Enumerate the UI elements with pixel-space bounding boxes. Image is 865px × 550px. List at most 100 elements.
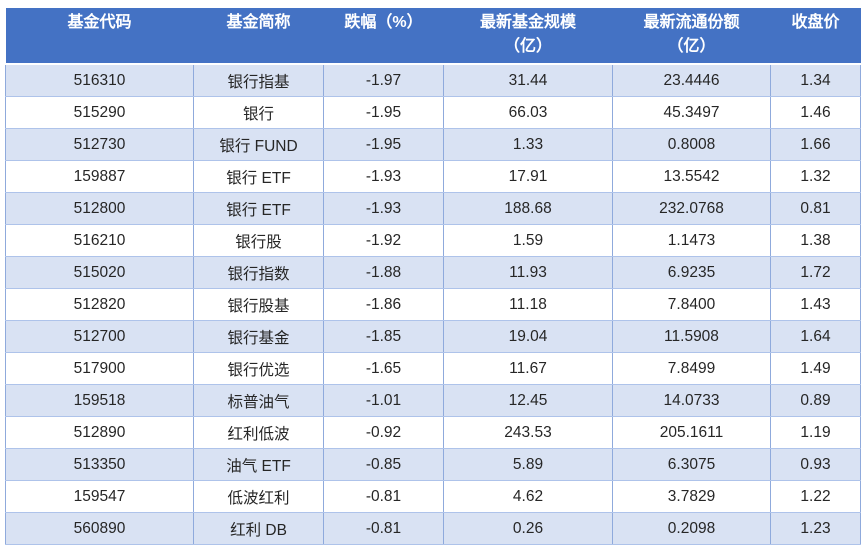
table-cell: 6.9235: [612, 256, 771, 289]
table-cell: 1.38: [770, 224, 861, 257]
table-cell: -0.92: [323, 416, 444, 449]
table-body: 516310 银行指基 -1.97 31.44 23.4446 1.34 515290 银行 -…: [5, 63, 861, 545]
table-cell: -0.85: [323, 448, 444, 481]
table-cell: -1.95: [323, 128, 444, 161]
column-header-line: 收盘价: [791, 14, 840, 31]
column-header: 最新基金规模 （亿）: [443, 8, 613, 65]
table-cell: 159518: [5, 384, 194, 417]
table-cell: 11.5908: [612, 320, 771, 353]
table-cell: 512890: [5, 416, 194, 449]
table-cell: -0.81: [323, 512, 444, 545]
table-cell: 205.1611: [612, 416, 771, 449]
table-cell: 11.93: [443, 256, 613, 289]
column-header-line: （亿）: [503, 38, 552, 55]
table-cell: 6.3075: [612, 448, 771, 481]
table-row: 513350 油气 ETF -0.85 5.89 6.3075 0.93: [5, 448, 861, 481]
table-cell: 1.32: [770, 160, 861, 193]
table-cell: 516310: [5, 63, 194, 97]
table-cell: 512730: [5, 128, 194, 161]
table-cell: 银行指基: [193, 63, 324, 97]
table-cell: 3.7829: [612, 480, 771, 513]
table-row: 516210 银行股 -1.92 1.59 1.1473 1.38: [5, 224, 861, 257]
column-header: 最新流通份额 （亿）: [612, 8, 771, 65]
column-header: 收盘价: [770, 8, 861, 65]
table-cell: 1.33: [443, 128, 613, 161]
table-cell: 1.64: [770, 320, 861, 353]
table-cell: 银行股: [193, 224, 324, 257]
table-row: 159547 低波红利 -0.81 4.62 3.7829 1.22: [5, 480, 861, 513]
column-header: 基金简称: [193, 8, 324, 65]
column-header: 基金代码: [5, 8, 194, 65]
table-cell: 14.0733: [612, 384, 771, 417]
table-cell: 517900: [5, 352, 194, 385]
table-row: 159518 标普油气 -1.01 12.45 14.0733 0.89: [5, 384, 861, 417]
column-header-line: 基金代码: [67, 14, 132, 31]
table-cell: 1.23: [770, 512, 861, 545]
table-cell: 1.1473: [612, 224, 771, 257]
table-cell: 0.26: [443, 512, 613, 545]
table-cell: -1.93: [323, 160, 444, 193]
table-cell: 159887: [5, 160, 194, 193]
table-row: 512700 银行基金 -1.85 19.04 11.5908 1.64: [5, 320, 861, 353]
table-row: 560890 红利 DB -0.81 0.26 0.2098 1.23: [5, 512, 861, 545]
table-cell: 银行股基: [193, 288, 324, 321]
table-cell: 1.22: [770, 480, 861, 513]
table-cell: -0.81: [323, 480, 444, 513]
table-cell: 560890: [5, 512, 194, 545]
table-cell: 31.44: [443, 63, 613, 97]
table-cell: 0.89: [770, 384, 861, 417]
table-cell: 低波红利: [193, 480, 324, 513]
table-cell: 银行 ETF: [193, 192, 324, 225]
table-cell: -1.97: [323, 63, 444, 97]
table-cell: 66.03: [443, 96, 613, 129]
table-cell: 银行指数: [193, 256, 324, 289]
table-cell: 19.04: [443, 320, 613, 353]
table-cell: 512820: [5, 288, 194, 321]
table-cell: 159547: [5, 480, 194, 513]
table-row: 515290 银行 -1.95 66.03 45.3497 1.46: [5, 96, 861, 129]
table-cell: 1.19: [770, 416, 861, 449]
table-cell: 512700: [5, 320, 194, 353]
column-header-line: （亿）: [667, 38, 716, 55]
table-row: 516310 银行指基 -1.97 31.44 23.4446 1.34: [5, 63, 861, 97]
table-cell: 17.91: [443, 160, 613, 193]
table-row: 159887 银行 ETF -1.93 17.91 13.5542 1.32: [5, 160, 861, 193]
table-cell: 45.3497: [612, 96, 771, 129]
table-cell: -1.88: [323, 256, 444, 289]
fund-table-container: 基金代码 基金简称 跌幅（%） 最新基金规模 （亿） 最新流通份额 （亿） 收盘价 51631…: [5, 8, 861, 545]
table-cell: 1.72: [770, 256, 861, 289]
fund-table: 基金代码 基金简称 跌幅（%） 最新基金规模 （亿） 最新流通份额 （亿） 收盘价 51631…: [5, 8, 861, 545]
table-cell: 232.0768: [612, 192, 771, 225]
table-cell: 7.8499: [612, 352, 771, 385]
table-cell: -1.92: [323, 224, 444, 257]
table-cell: -1.65: [323, 352, 444, 385]
table-cell: 515020: [5, 256, 194, 289]
table-cell: -1.86: [323, 288, 444, 321]
table-row: 512820 银行股基 -1.86 11.18 7.8400 1.43: [5, 288, 861, 321]
table-cell: -1.93: [323, 192, 444, 225]
table-row: 512730 银行 FUND -1.95 1.33 0.8008 1.66: [5, 128, 861, 161]
column-header: 跌幅（%）: [323, 8, 444, 65]
table-cell: 0.81: [770, 192, 861, 225]
table-cell: -1.95: [323, 96, 444, 129]
table-cell: 银行 ETF: [193, 160, 324, 193]
column-header-line: 基金简称: [226, 14, 291, 31]
table-cell: 1.49: [770, 352, 861, 385]
table-cell: 516210: [5, 224, 194, 257]
table-cell: 1.46: [770, 96, 861, 129]
header-row: 基金代码 基金简称 跌幅（%） 最新基金规模 （亿） 最新流通份额 （亿） 收盘价: [5, 8, 861, 65]
table-cell: 银行基金: [193, 320, 324, 353]
table-cell: 银行 FUND: [193, 128, 324, 161]
table-cell: 1.34: [770, 63, 861, 97]
table-cell: -1.01: [323, 384, 444, 417]
table-cell: 515290: [5, 96, 194, 129]
table-row: 512890 红利低波 -0.92 243.53 205.1611 1.19: [5, 416, 861, 449]
column-header-line: 最新流通份额: [643, 14, 740, 31]
table-row: 512800 银行 ETF -1.93 188.68 232.0768 0.81: [5, 192, 861, 225]
table-cell: 7.8400: [612, 288, 771, 321]
table-cell: -1.85: [323, 320, 444, 353]
table-cell: 红利 DB: [193, 512, 324, 545]
table-cell: 1.66: [770, 128, 861, 161]
table-cell: 银行: [193, 96, 324, 129]
table-row: 515020 银行指数 -1.88 11.93 6.9235 1.72: [5, 256, 861, 289]
